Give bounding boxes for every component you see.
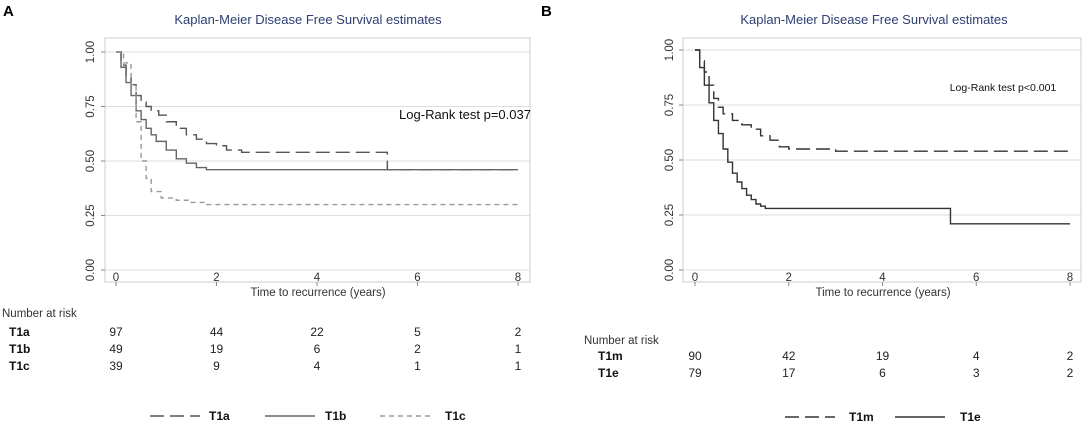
y-tick-label: 0.00 — [664, 259, 676, 281]
risk-value: 90 — [688, 349, 702, 363]
risk-row-label: T1m — [598, 349, 623, 363]
x-tick-label: 8 — [515, 272, 521, 284]
legend-label-t1e: T1e — [960, 410, 981, 424]
y-tick-label: 1.00 — [664, 39, 676, 61]
risk-row-label: T1c — [9, 359, 30, 373]
risk-value: 22 — [310, 325, 324, 339]
panel-a-y-axis: 0.00 0.25 0.50 0.75 1.00 — [85, 41, 105, 281]
panel-a-risk-header: Number at risk — [2, 308, 77, 320]
risk-value: 6 — [879, 366, 886, 380]
x-tick-label: 0 — [113, 272, 119, 284]
risk-row-label: T1e — [598, 366, 619, 380]
y-tick-label: 0.50 — [664, 149, 676, 171]
x-tick-label: 4 — [314, 272, 321, 284]
risk-value: 6 — [314, 342, 321, 356]
x-tick-label: 6 — [414, 272, 420, 284]
panel-b-gridlines — [683, 49, 1081, 271]
panel-a-risk-table: T1a 97 44 22 5 2 T1b 49 19 6 2 1 T1c 39 9 4 1 1 — [9, 325, 522, 373]
panel-a-plot-frame — [104, 37, 531, 283]
risk-value: 42 — [782, 349, 796, 363]
risk-value: 97 — [109, 325, 123, 339]
panel-a-x-axis: 0 2 4 6 8 — [113, 272, 521, 286]
panel-b-logrank-annotation: Log-Rank test p<0.001 — [950, 82, 1057, 94]
risk-value: 79 — [688, 366, 702, 380]
risk-value: 49 — [109, 342, 123, 356]
risk-value: 1 — [515, 342, 522, 356]
series-line-t1e — [695, 49, 1070, 225]
risk-value: 3 — [973, 366, 980, 380]
risk-value: 39 — [109, 359, 123, 373]
x-tick-label: 2 — [786, 272, 792, 284]
series-line-t1b — [116, 51, 518, 171]
risk-value: 2 — [414, 342, 421, 356]
risk-value: 1 — [515, 359, 522, 373]
panel-b: B Kaplan-Meier Disease Free Survival est… — [541, 3, 1082, 424]
risk-row-label: T1b — [9, 342, 30, 356]
panel-b-x-axis: 0 2 4 6 8 — [692, 272, 1073, 286]
panel-b-y-axis: 0.00 0.25 0.50 0.75 1.00 — [664, 39, 683, 281]
risk-value: 2 — [1067, 366, 1074, 380]
y-tick-label: 0.00 — [85, 259, 97, 281]
y-tick-label: 1.00 — [85, 41, 97, 63]
x-tick-label: 0 — [692, 272, 698, 284]
panel-a-x-axis-label: Time to recurrence (years) — [250, 287, 385, 299]
risk-value: 44 — [210, 325, 224, 339]
risk-value: 19 — [876, 349, 890, 363]
x-tick-label: 8 — [1067, 272, 1073, 284]
panel-b-plot-area — [682, 37, 1082, 283]
y-tick-label: 0.50 — [85, 150, 97, 172]
y-tick-label: 0.75 — [85, 95, 97, 117]
legend-label-t1m: T1m — [849, 410, 874, 424]
risk-row-label: T1a — [9, 325, 30, 339]
panel-b-legend: T1m T1e — [785, 410, 981, 424]
risk-value: 2 — [1067, 349, 1074, 363]
panel-a-plot-area — [104, 37, 531, 283]
panel-b-series-group — [695, 49, 1070, 225]
panel-b-x-axis-label: Time to recurrence (years) — [815, 287, 950, 299]
panel-a-gridlines — [105, 51, 530, 271]
risk-value: 5 — [414, 325, 421, 339]
legend-label-t1a: T1a — [209, 409, 230, 423]
series-line-t1c — [116, 51, 518, 206]
panel-a-title: Kaplan-Meier Disease Free Survival estim… — [174, 12, 442, 27]
panel-a: A Kaplan-Meier Disease Free Survival est… — [2, 3, 531, 423]
x-tick-label: 2 — [213, 272, 219, 284]
panel-a-logrank-annotation: Log-Rank test p=0.037 — [399, 107, 531, 122]
y-tick-label: 0.25 — [85, 204, 97, 226]
x-tick-label: 4 — [879, 272, 886, 284]
panel-b-title: Kaplan-Meier Disease Free Survival estim… — [740, 12, 1008, 27]
risk-value: 2 — [515, 325, 522, 339]
risk-value: 17 — [782, 366, 796, 380]
risk-value: 4 — [314, 359, 321, 373]
series-line-t1m — [695, 49, 1070, 152]
panel-a-label: A — [3, 3, 14, 20]
risk-value: 4 — [973, 349, 980, 363]
legend-label-t1c: T1c — [445, 409, 466, 423]
panel-b-label: B — [541, 3, 552, 20]
risk-value: 1 — [414, 359, 421, 373]
risk-value: 19 — [210, 342, 224, 356]
panel-a-legend: T1a T1b T1c — [150, 409, 466, 423]
panel-b-risk-header: Number at risk — [584, 335, 659, 347]
y-tick-label: 0.75 — [664, 94, 676, 116]
risk-value: 9 — [213, 359, 220, 373]
x-tick-label: 6 — [973, 272, 979, 284]
panel-a-series-group — [116, 51, 518, 206]
legend-label-t1b: T1b — [325, 409, 346, 423]
y-tick-label: 0.25 — [664, 204, 676, 226]
